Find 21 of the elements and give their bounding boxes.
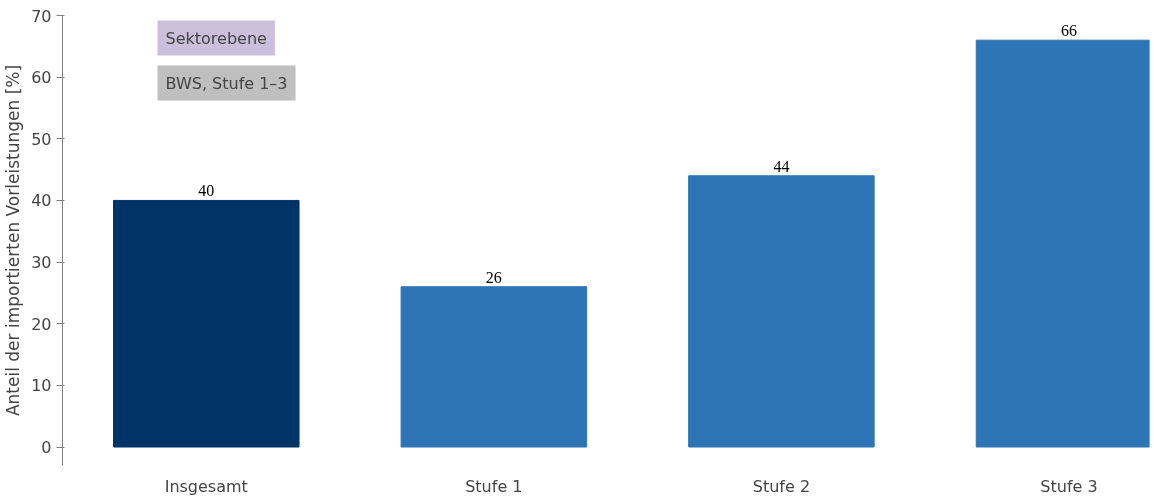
- y-tick-label: 10: [31, 376, 52, 396]
- y-tick-label: 20: [31, 314, 52, 334]
- x-tick-label: Stufe 3: [1040, 476, 1098, 496]
- y-tick-label: 0: [41, 438, 52, 458]
- y-tick-label: 30: [31, 253, 52, 273]
- data-label: 26: [485, 268, 502, 286]
- x-tick-label: Insgesamt: [164, 476, 248, 496]
- y-tick-label: 40: [31, 191, 52, 211]
- y-axis-title: Anteil der importierten Vorleistungen [%]: [3, 64, 24, 417]
- data-label: 40: [198, 182, 215, 200]
- x-tick-label: Stufe 1: [465, 476, 523, 496]
- y-tick-label: 70: [31, 6, 52, 26]
- y-tick-label: 50: [31, 129, 52, 149]
- y-tick-label: 60: [31, 68, 52, 88]
- x-tick-label: Stufe 2: [752, 476, 811, 496]
- annotation: Sektorebene: [165, 28, 267, 48]
- data-label: 44: [773, 157, 790, 175]
- data-label: 66: [1060, 22, 1077, 40]
- bar: [113, 199, 300, 448]
- annotation: BWS, Stufe 1–3: [165, 73, 288, 93]
- bar: [400, 286, 588, 448]
